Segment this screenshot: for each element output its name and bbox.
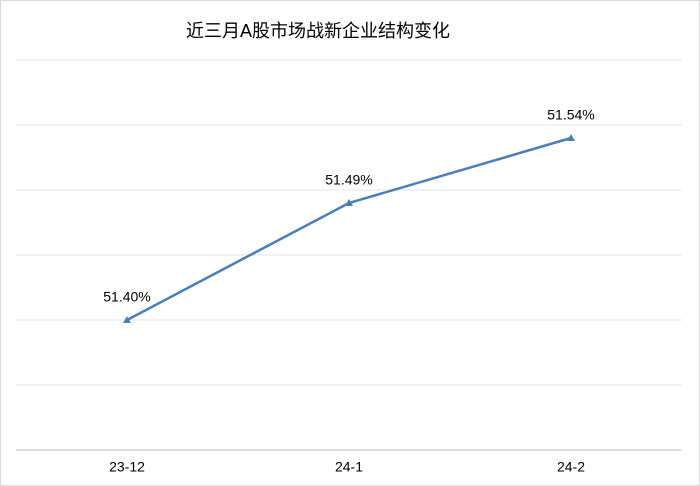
x-tick-label: 24-1 (335, 459, 363, 475)
point-marker (345, 199, 353, 206)
chart-title: 近三月A股市场战新企业结构变化 (186, 21, 450, 41)
data-label: 51.40% (103, 289, 150, 305)
point-marker (567, 134, 575, 141)
point-marker (123, 316, 131, 323)
data-label: 51.54% (547, 107, 594, 123)
x-tick-label: 24-2 (557, 459, 585, 475)
data-label: 51.49% (325, 172, 372, 188)
x-tick-label: 23-12 (109, 459, 145, 475)
